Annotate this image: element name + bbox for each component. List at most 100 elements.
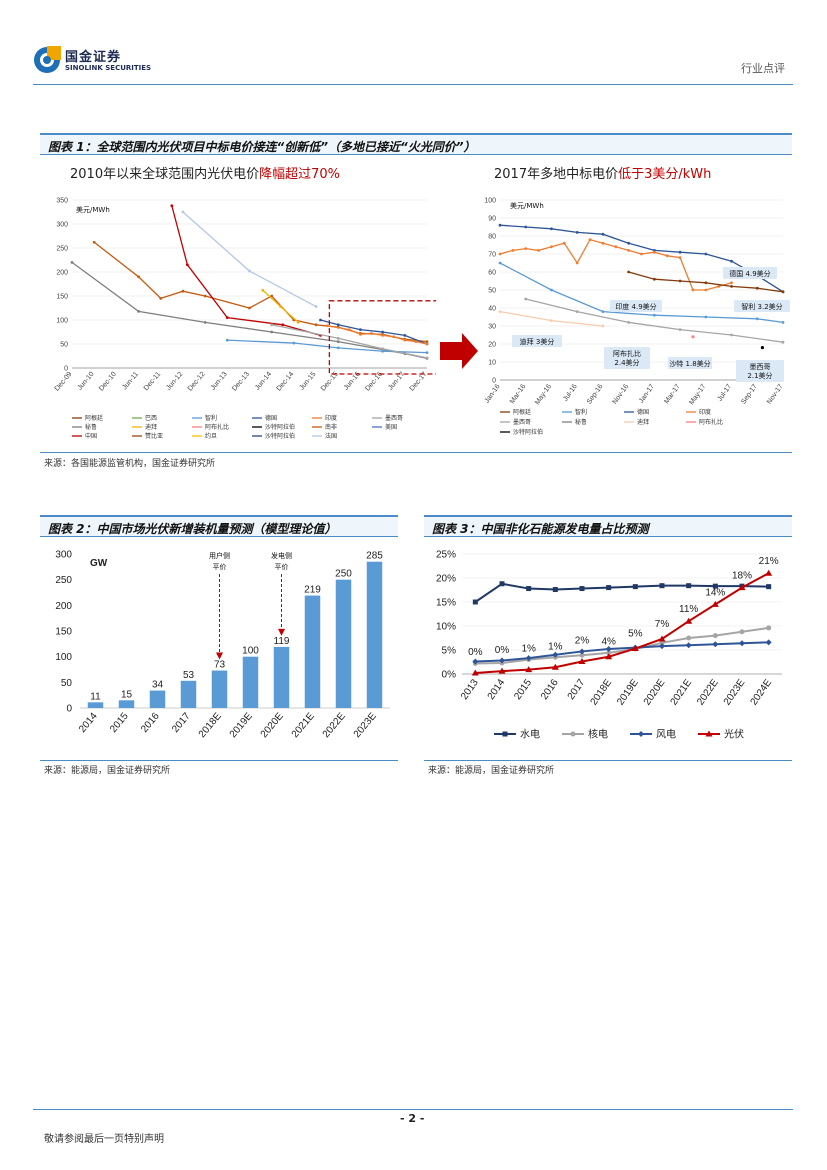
y-tick-label: 50 (61, 678, 73, 689)
data-point (425, 340, 429, 343)
bar-2022E (335, 579, 352, 708)
data-point (314, 323, 318, 327)
data-point (781, 290, 785, 294)
data-point (575, 310, 579, 313)
data-point (381, 347, 385, 351)
data-point (627, 321, 631, 324)
bar-2021E (304, 595, 321, 708)
callout-value: 2.1美分 (747, 371, 772, 380)
x-tick-label: 2018E (197, 711, 224, 740)
data-point (605, 653, 613, 660)
x-tick-label: Dec-12 (187, 371, 207, 393)
legend-label: 赞比亚 (145, 432, 163, 440)
figure1-left-subtitle-text: 2010年以来全球范围内光伏电价 (70, 167, 260, 182)
x-tick-label: Dec-15 (320, 371, 340, 393)
data-point (170, 204, 174, 208)
y-tick-label: 0 (66, 704, 72, 715)
legend-label: 核电 (588, 728, 608, 741)
data-point (659, 583, 665, 589)
legend-label: 德国 (637, 408, 649, 416)
data-point (704, 288, 708, 292)
data-point (550, 288, 553, 292)
y-tick-label: 15% (436, 598, 456, 609)
data-point (601, 324, 605, 328)
x-tick-label: 2018E (589, 677, 615, 707)
chart-global-pv-price: 0 50 100 150 200 250 300 350 美元/MWh Dec-09 Jun-10 D… (42, 190, 436, 452)
bar-value-label: 285 (366, 551, 383, 562)
data-point (678, 256, 682, 259)
y-tick-label: 60 (488, 270, 496, 277)
data-point (739, 640, 745, 647)
y-tick-label: 0 (492, 378, 496, 385)
data-point (578, 658, 586, 665)
callout-label: 德国 4.9美分 (729, 269, 770, 278)
data-point (631, 645, 639, 652)
data-point (579, 586, 585, 592)
disclaimer-text: 敬请参阅最后一页特别声明 (44, 1134, 164, 1145)
data-label: 7% (655, 619, 670, 630)
legend-label: 南非 (325, 423, 337, 431)
y-axis-unit: GW (90, 558, 108, 569)
figure2-source: 来源：能源局，国金证券研究所 (44, 766, 171, 776)
data-point (325, 324, 329, 328)
data-point (712, 641, 719, 648)
x-tick-label: Jan-16 (484, 383, 502, 405)
figure1-bottom-rule (40, 452, 792, 453)
data-label: 5% (628, 629, 643, 640)
data-point (665, 254, 669, 258)
legend-label: 沙特阿拉伯 (265, 432, 295, 440)
legend-label: 水电 (520, 728, 540, 741)
data-point (691, 288, 695, 292)
data-label: 11% (679, 604, 698, 615)
x-tick-label: Mar-16 (509, 383, 528, 405)
data-point (730, 285, 733, 288)
x-tick-label: 2020E (259, 711, 286, 740)
legend-label: 约旦 (205, 432, 217, 440)
data-point (181, 210, 185, 214)
arrow-right-icon (440, 333, 478, 369)
data-point (765, 569, 773, 576)
data-point (319, 318, 322, 322)
data-label: 4% (601, 637, 616, 648)
figure1-right-subtitle-text: 2017年多地中标电价 (494, 167, 619, 182)
bar-value-label: 53 (183, 670, 195, 681)
data-point (472, 658, 479, 665)
x-tick-label: May-16 (534, 383, 553, 406)
bar-2016 (149, 690, 166, 708)
bar-value-label: 219 (304, 585, 321, 596)
data-point (225, 316, 229, 319)
data-point (526, 586, 532, 592)
data-point (575, 261, 579, 265)
x-tick-label: Sep-17 (740, 383, 759, 406)
data-point (579, 648, 585, 655)
data-point (472, 599, 478, 605)
y-tick-label: 300 (55, 550, 72, 561)
legend-marker (638, 731, 644, 737)
data-point (606, 650, 612, 656)
data-point (588, 238, 592, 241)
bar-value-label: 250 (335, 569, 352, 580)
data-point (562, 241, 566, 245)
data-point (678, 279, 682, 283)
series-line-水电 (474, 582, 769, 603)
x-tick-label: 2019E (228, 711, 255, 740)
legend-label: 沙特阿拉伯 (513, 428, 543, 436)
y-tick-label: 350 (56, 198, 68, 205)
callout-label: 智利 3.2美分 (741, 302, 782, 311)
data-point (498, 310, 502, 313)
data-point (498, 261, 502, 265)
data-point (717, 285, 721, 288)
data-point (296, 321, 300, 324)
data-label: 14% (705, 587, 725, 598)
data-point (524, 297, 528, 301)
data-point (314, 305, 318, 308)
x-tick-label: Jun-14 (254, 371, 273, 392)
y-tick-label: 0 (64, 366, 68, 373)
data-point (739, 629, 745, 635)
figure1-left-subtitle: 2010年以来全球范围内光伏电价降幅超过70% (70, 163, 340, 182)
data-point (685, 642, 692, 649)
x-tick-label: Jun-10 (77, 371, 96, 392)
data-point (70, 261, 74, 264)
data-point (498, 223, 502, 227)
